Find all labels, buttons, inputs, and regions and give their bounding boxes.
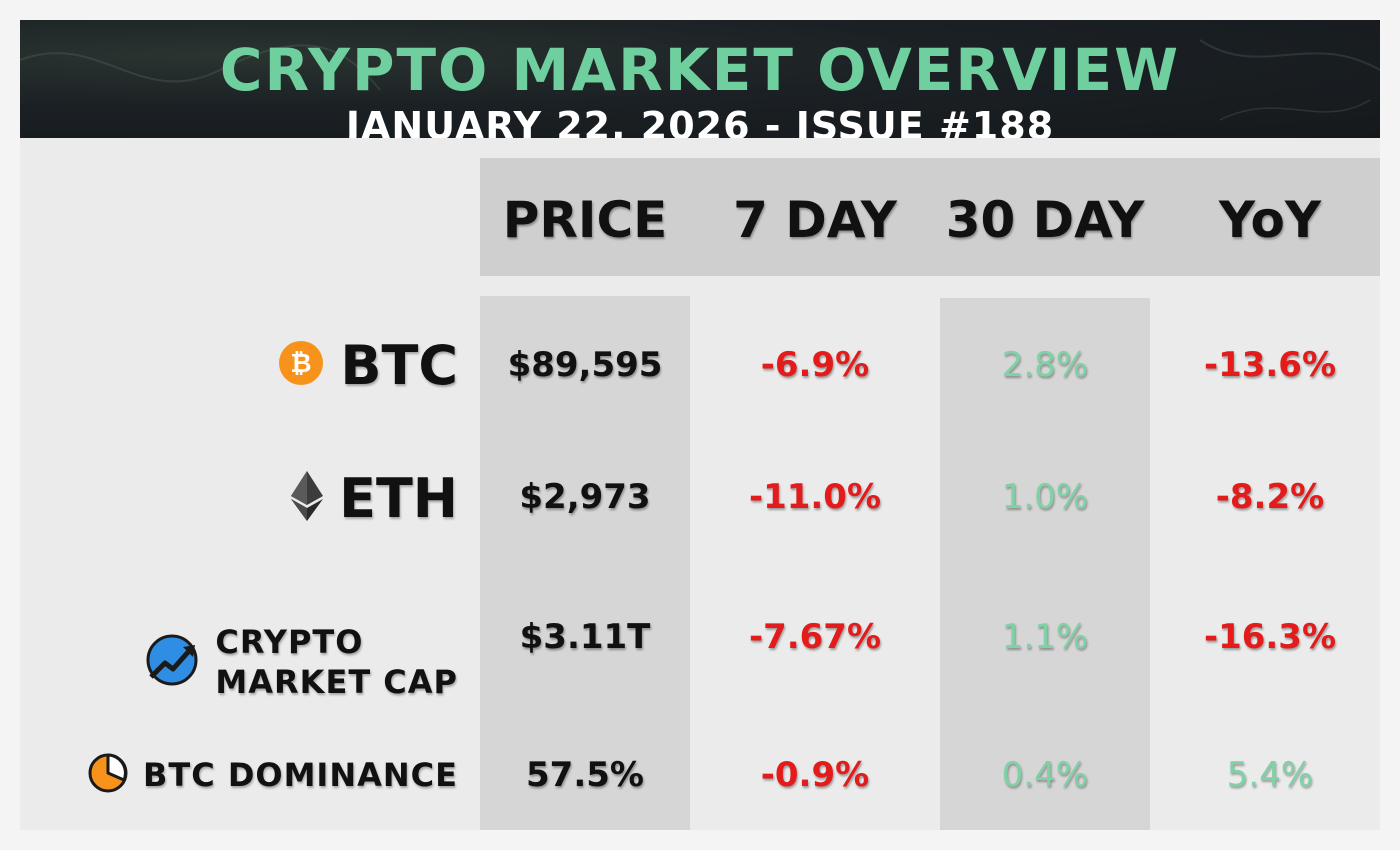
column-header-7day: 7 DAY (733, 191, 897, 249)
btc-dominance-price: 57.5% (526, 755, 644, 795)
row-label-text: BTC (340, 333, 458, 397)
row-label-btc-dominance: BTC DOMINANCE (87, 752, 458, 798)
ethereum-icon (291, 471, 324, 525)
smoke-decoration (20, 39, 1380, 121)
btc-dominance-30day: 0.4% (1001, 755, 1089, 795)
market-cap-yoy: -16.3% (1203, 617, 1337, 657)
row-label-market-cap: CRYPTO MARKET CAP (145, 620, 458, 704)
btc-dominance-yoy: 5.4% (1226, 755, 1314, 795)
market-cap-label-line1: CRYPTO (215, 623, 364, 661)
page-title: CRYPTO MARKET OVERVIEW (219, 36, 1181, 104)
svg-text:₿: ₿ (291, 349, 312, 379)
column-header-bar (480, 158, 1380, 276)
btc-30day: 2.8% (1001, 345, 1089, 385)
bitcoin-icon: ₿ (278, 340, 324, 390)
market-cap-30day: 1.1% (1001, 617, 1089, 657)
page-subtitle: JANUARY 22, 2026 - ISSUE #188 (345, 104, 1055, 138)
btc-7day: -6.9% (760, 345, 870, 385)
eth-yoy: -8.2% (1215, 477, 1325, 517)
eth-30day: 1.0% (1001, 477, 1089, 517)
market-cap-7day: -7.67% (748, 617, 882, 657)
pie-chart-icon (87, 752, 129, 798)
trending-up-icon (145, 633, 199, 691)
column-header-price: PRICE (502, 191, 668, 249)
column-header-yoy: YoY (1218, 191, 1322, 249)
market-cap-label-line2: MARKET CAP (215, 663, 458, 701)
30day-column-shade (940, 298, 1150, 830)
market-cap-label: CRYPTO MARKET CAP (215, 622, 458, 702)
eth-7day: -11.0% (748, 477, 882, 517)
market-cap-price: $3.11T (519, 617, 651, 657)
btc-yoy: -13.6% (1203, 345, 1337, 385)
row-label-eth: ETH (291, 466, 458, 530)
column-header-30day: 30 DAY (945, 191, 1145, 249)
row-label-btc: ₿ BTC (278, 333, 458, 397)
row-label-text: ETH (339, 466, 458, 530)
price-column-shade (480, 296, 690, 830)
eth-price: $2,973 (519, 477, 651, 517)
header-banner: CRYPTO MARKET OVERVIEW JANUARY 22, 2026 … (20, 20, 1380, 138)
row-label-text: BTC DOMINANCE (142, 756, 458, 794)
btc-price: $89,595 (507, 345, 663, 385)
btc-dominance-7day: -0.9% (760, 755, 870, 795)
